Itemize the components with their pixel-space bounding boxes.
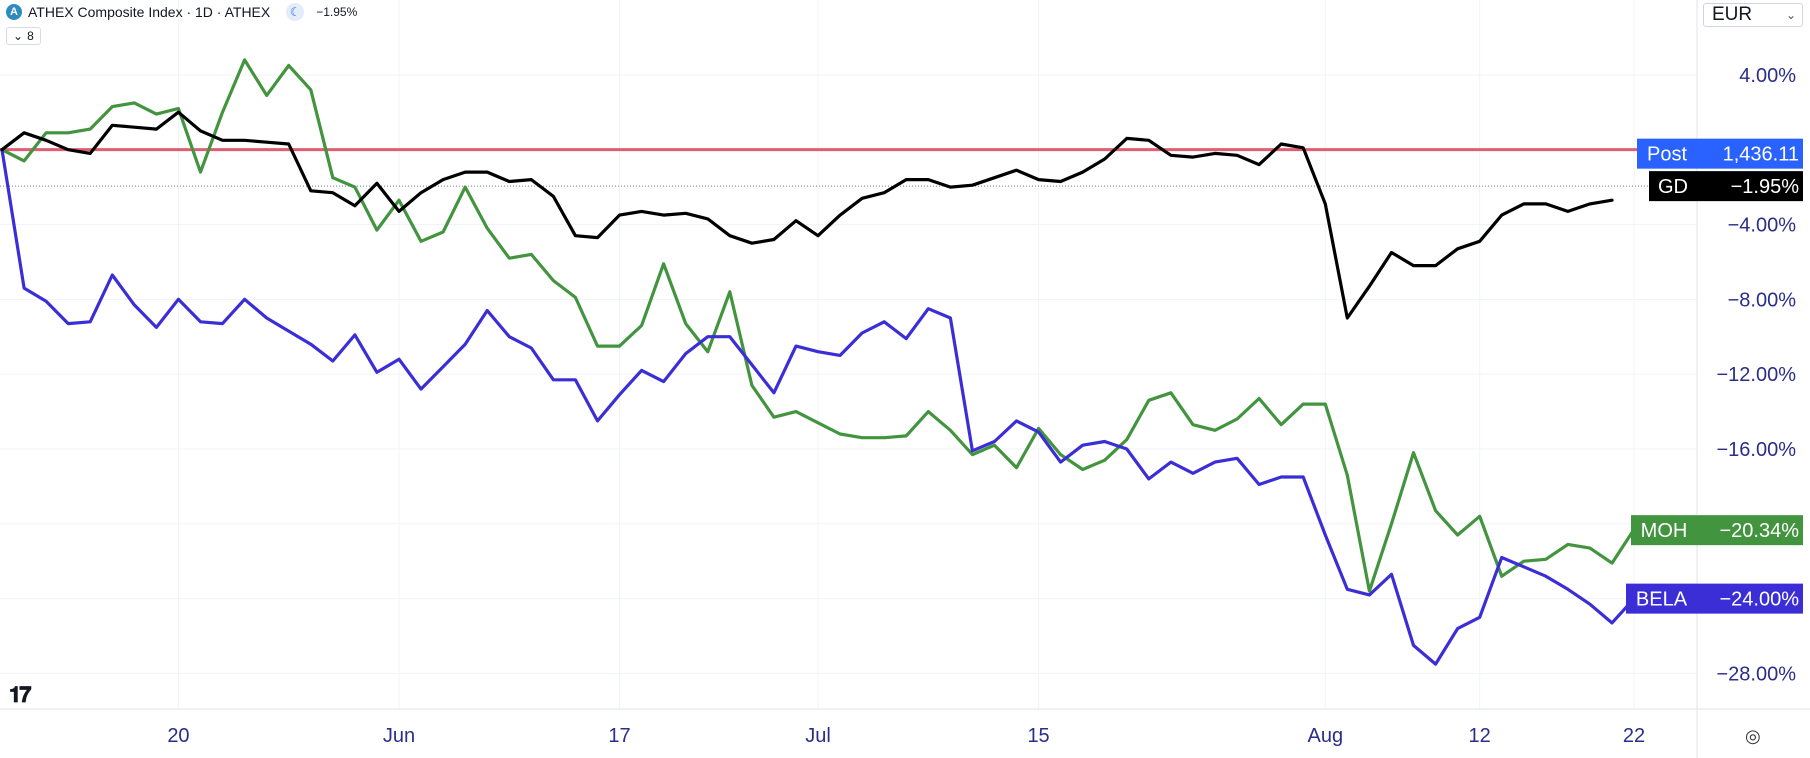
y-tick-label: −16.00% — [1716, 439, 1796, 461]
post-tag-label: Post — [1647, 144, 1687, 166]
chevron-down-icon: ⌄ — [13, 29, 24, 43]
tradingview-logo-icon[interactable]: 𝟏𝟕 — [9, 682, 32, 707]
moh-tag-value: −20.34% — [1719, 520, 1799, 542]
moh-tag-label-bg — [1631, 515, 1697, 546]
x-tick-label: 15 — [1027, 725, 1049, 747]
x-tick-label: 12 — [1469, 725, 1491, 747]
post-tag-value: 1,436.11 — [1723, 144, 1799, 166]
y-tick-label: −4.00% — [1728, 214, 1797, 236]
market-closed-icon[interactable]: ☾ — [286, 3, 305, 21]
moh-tag-value-bg — [1697, 515, 1803, 546]
y-tick-label: 4.00% — [1739, 65, 1796, 87]
x-tick-label: Jun — [383, 725, 415, 747]
x-tick-label: 17 — [608, 725, 630, 747]
y-tick-label: −8.00% — [1728, 289, 1797, 311]
gd-tag-label-bg — [1649, 171, 1697, 202]
series-line-moh — [0, 58, 1636, 593]
post-tag-value-bg — [1697, 138, 1803, 169]
symbol-title[interactable]: ATHEX Composite Index · 1D · ATHEX — [28, 4, 271, 20]
series-line-gd — [0, 110, 1614, 320]
y-tick-label: −12.00% — [1716, 364, 1796, 386]
chart-header: A ATHEX Composite Index · 1D · ATHEX ☾ −… — [6, 3, 357, 21]
bela-tag-value: −24.00% — [1719, 589, 1799, 611]
post-tag: Post 1,436.11 — [1637, 138, 1803, 169]
gd-tag-value-bg — [1697, 171, 1803, 202]
bela-tag: BELA −24.00% — [1626, 583, 1803, 614]
series-tags: Post 1,436.11 GD −1.95% MOH −20.34% BELA −24.00… — [1626, 138, 1803, 614]
x-axis: 20 Jun 17 Jul 15 Aug 12 22 — [167, 725, 1645, 747]
moh-tag-label: MOH — [1641, 520, 1688, 542]
indicators-count: 8 — [27, 29, 34, 43]
indicators-collapse-button[interactable]: ⌄ 8 — [6, 27, 41, 45]
series-lines — [0, 58, 1697, 666]
x-tick-label: Aug — [1307, 725, 1343, 747]
plot-background — [0, 0, 1697, 709]
gd-tag: GD −1.95% — [1649, 171, 1803, 202]
x-tick-label: 20 — [167, 725, 189, 747]
series-line-bela — [0, 148, 1636, 666]
currency-select[interactable]: EUR ⌄ — [1703, 3, 1803, 27]
post-tag-label-bg — [1637, 138, 1697, 169]
symbol-change: −1.95% — [316, 5, 358, 19]
athex-logo-icon: A — [6, 4, 22, 20]
bela-tag-label-bg — [1626, 583, 1697, 614]
moh-tag: MOH −20.34% — [1631, 515, 1803, 546]
bela-tag-value-bg — [1697, 583, 1803, 614]
currency-label: EUR — [1712, 4, 1753, 25]
x-tick-label: Jul — [805, 725, 831, 747]
gd-tag-label: GD — [1658, 176, 1688, 198]
gd-tag-value: −1.95% — [1731, 176, 1800, 198]
y-tick-label: −28.00% — [1716, 663, 1796, 685]
x-tick-label: 22 — [1623, 725, 1645, 747]
settings-icon[interactable]: ◎ — [1745, 726, 1761, 746]
bela-tag-label: BELA — [1636, 589, 1688, 611]
chevron-down-icon: ⌄ — [1785, 8, 1796, 22]
